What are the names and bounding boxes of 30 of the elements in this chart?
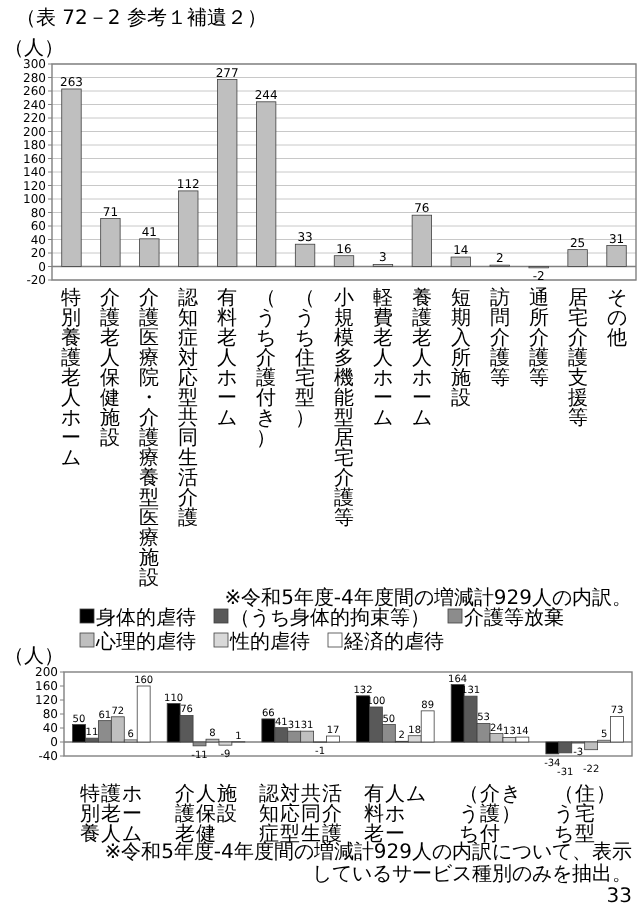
ylabel: （人） bbox=[4, 646, 64, 668]
text: ※令和5年度-4年度間の増減計929人の内訳。 bbox=[224, 586, 632, 610]
x-tick-label: （うち住宅型） bbox=[295, 288, 316, 430]
text: 33 bbox=[606, 886, 632, 906]
x-tick-label: 訪問介護等 bbox=[489, 286, 510, 390]
x-tick-label: 軽費老人ホーム bbox=[372, 288, 393, 430]
x-tick-label: 有料老人ホーム bbox=[364, 782, 427, 846]
text: ※令和5年度-4年度間の増減計929人の内訳について、表示しているサービス種別のみを抽出。 bbox=[104, 840, 632, 886]
category-label: 特別養護老人ホーム bbox=[61, 288, 82, 470]
legend-label: 経済的虐待 bbox=[342, 630, 444, 654]
category-label: 小規模多機能型居宅介護等 bbox=[334, 288, 354, 530]
category-label: 介護医療院・介護療養型医療施設 bbox=[139, 288, 160, 590]
x-tick-label: 通所介護等 bbox=[528, 286, 549, 390]
x-tick-label: 介護老人保健施設 bbox=[175, 782, 237, 846]
x-tick-label: 有料老人ホーム bbox=[217, 286, 238, 430]
legend-label: （うち身体的拘束等） bbox=[230, 606, 430, 630]
category-label: 認知症対応型共同生活介護 bbox=[178, 288, 199, 530]
x-tick-label: 介護老人保健施設 bbox=[100, 286, 121, 450]
legend-label: 介護等放棄 bbox=[464, 606, 564, 630]
ylabel: （人） bbox=[4, 38, 64, 60]
x-tick-label: 短期入所施設 bbox=[450, 288, 471, 410]
legend-label: 性的虐待 bbox=[228, 630, 310, 654]
category-label: 認知症対応型共同生活介護 bbox=[259, 784, 343, 846]
legend-label: 心理的虐待 bbox=[94, 630, 196, 654]
x-tick-label: （うち介護付き） bbox=[256, 288, 277, 450]
legend-label: 身体的虐待 bbox=[96, 606, 196, 630]
x-tick-label: 居宅介護支援等 bbox=[567, 288, 588, 430]
x-tick-label: その他 bbox=[606, 288, 627, 350]
title: （表 72－2 参考１補遺２） bbox=[16, 8, 267, 30]
x-tick-label: 養護老人ホーム bbox=[411, 286, 432, 430]
